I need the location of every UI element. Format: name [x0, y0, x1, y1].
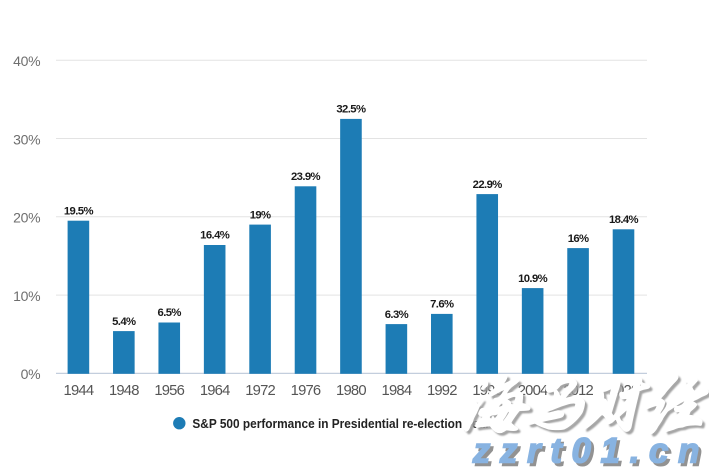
svg-text:40%: 40% [13, 53, 40, 69]
svg-text:1992: 1992 [427, 383, 457, 399]
svg-text:1964: 1964 [200, 383, 230, 399]
svg-text:1948: 1948 [109, 383, 139, 399]
svg-text:1976: 1976 [291, 383, 321, 399]
svg-text:zzrt01.cn: zzrt01.cn [475, 434, 709, 468]
svg-text:16.4%: 16.4% [200, 230, 230, 242]
svg-text:19%: 19% [250, 209, 271, 221]
svg-text:1944: 1944 [64, 383, 94, 399]
svg-text:1956: 1956 [154, 383, 184, 399]
svg-text:0%: 0% [21, 366, 41, 382]
svg-text:18.4%: 18.4% [609, 214, 639, 226]
svg-text:S&P 500 performance in Preside: S&P 500 performance in Presidential re-e… [192, 416, 496, 431]
svg-text:zzrt01.cn: zzrt01.cn [472, 432, 709, 469]
svg-text:7.6%: 7.6% [430, 299, 454, 311]
svg-text:10%: 10% [13, 288, 40, 304]
svg-text:32.5%: 32.5% [336, 104, 366, 116]
svg-text:5.4%: 5.4% [112, 316, 136, 328]
svg-text:16%: 16% [568, 233, 589, 245]
svg-text:20%: 20% [13, 210, 40, 226]
svg-text:30%: 30% [13, 131, 40, 147]
svg-text:zzrt01.cn: zzrt01.cn [472, 432, 709, 469]
svg-text:22.9%: 22.9% [473, 179, 503, 191]
svg-text:23.9%: 23.9% [291, 171, 321, 183]
svg-text:10.9%: 10.9% [518, 273, 548, 285]
svg-text:6.5%: 6.5% [158, 307, 182, 319]
svg-text:2004: 2004 [518, 383, 548, 399]
svg-text:1972: 1972 [245, 383, 275, 399]
svg-text:1984: 1984 [382, 383, 412, 399]
svg-text:19.5%: 19.5% [64, 205, 94, 217]
svg-text:6.3%: 6.3% [385, 309, 409, 321]
svg-text:1980: 1980 [336, 383, 366, 399]
